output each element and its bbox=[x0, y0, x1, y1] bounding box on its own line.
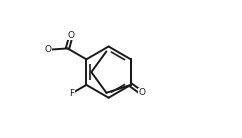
Text: F: F bbox=[69, 89, 75, 98]
Text: O: O bbox=[138, 88, 145, 97]
Text: O: O bbox=[67, 31, 74, 40]
Text: O: O bbox=[45, 45, 52, 54]
